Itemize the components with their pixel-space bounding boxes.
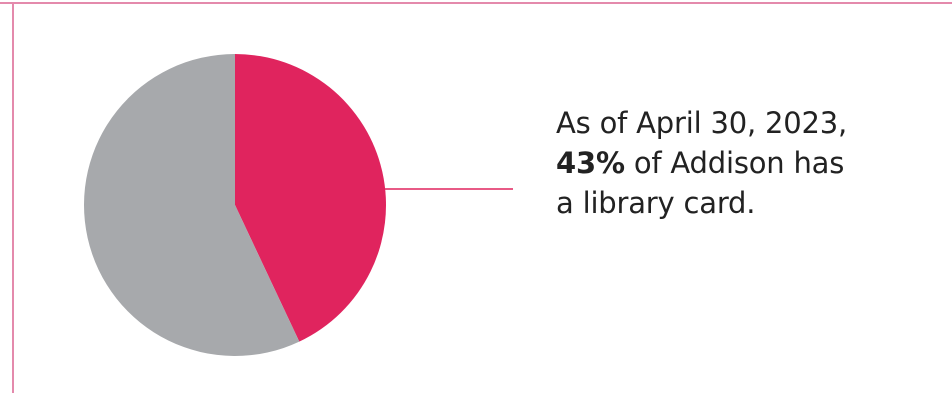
frame-left-border [12,2,14,393]
pie-slice-no-library-card [83,54,300,356]
callout-line-3: a library card. [556,186,756,220]
callout-text: As of April 30, 2023, 43% of Addison has… [556,103,936,223]
percent-highlight: 43% [556,146,625,180]
pie-slice-library-card [235,54,386,342]
callout-line-2: 43% of Addison has [556,143,936,183]
callout-line-1: As of April 30, 2023, [556,106,847,140]
callout-line-2-rest: of Addison has [624,146,845,180]
frame-top-border [0,2,952,4]
pie-slices [83,54,386,356]
